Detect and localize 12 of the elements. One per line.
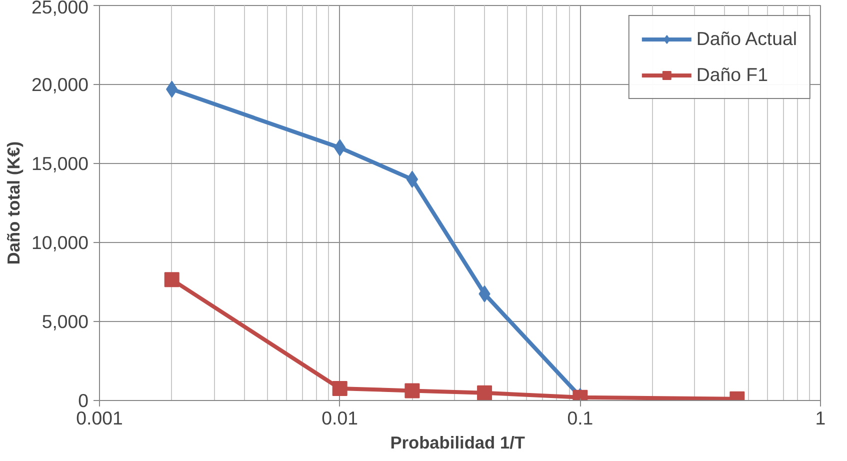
y-tick-label: 20,000 bbox=[31, 74, 88, 95]
x-tick-label: 0.01 bbox=[322, 408, 358, 428]
x-axis-title: Probabilidad 1/T bbox=[390, 432, 526, 452]
y-axis-title: Daño total (K€) bbox=[3, 141, 24, 265]
y-tick-label: 5,000 bbox=[42, 311, 88, 332]
x-tick-label: 1 bbox=[815, 408, 826, 428]
y-tick-label: 25,000 bbox=[31, 0, 88, 18]
y-tick-label: 15,000 bbox=[31, 153, 88, 174]
legend-label: Daño Actual bbox=[696, 28, 797, 50]
y-tick-label: 10,000 bbox=[31, 232, 88, 253]
legend-label: Daño F1 bbox=[696, 64, 768, 86]
x-tick-label: 0.1 bbox=[567, 408, 594, 428]
